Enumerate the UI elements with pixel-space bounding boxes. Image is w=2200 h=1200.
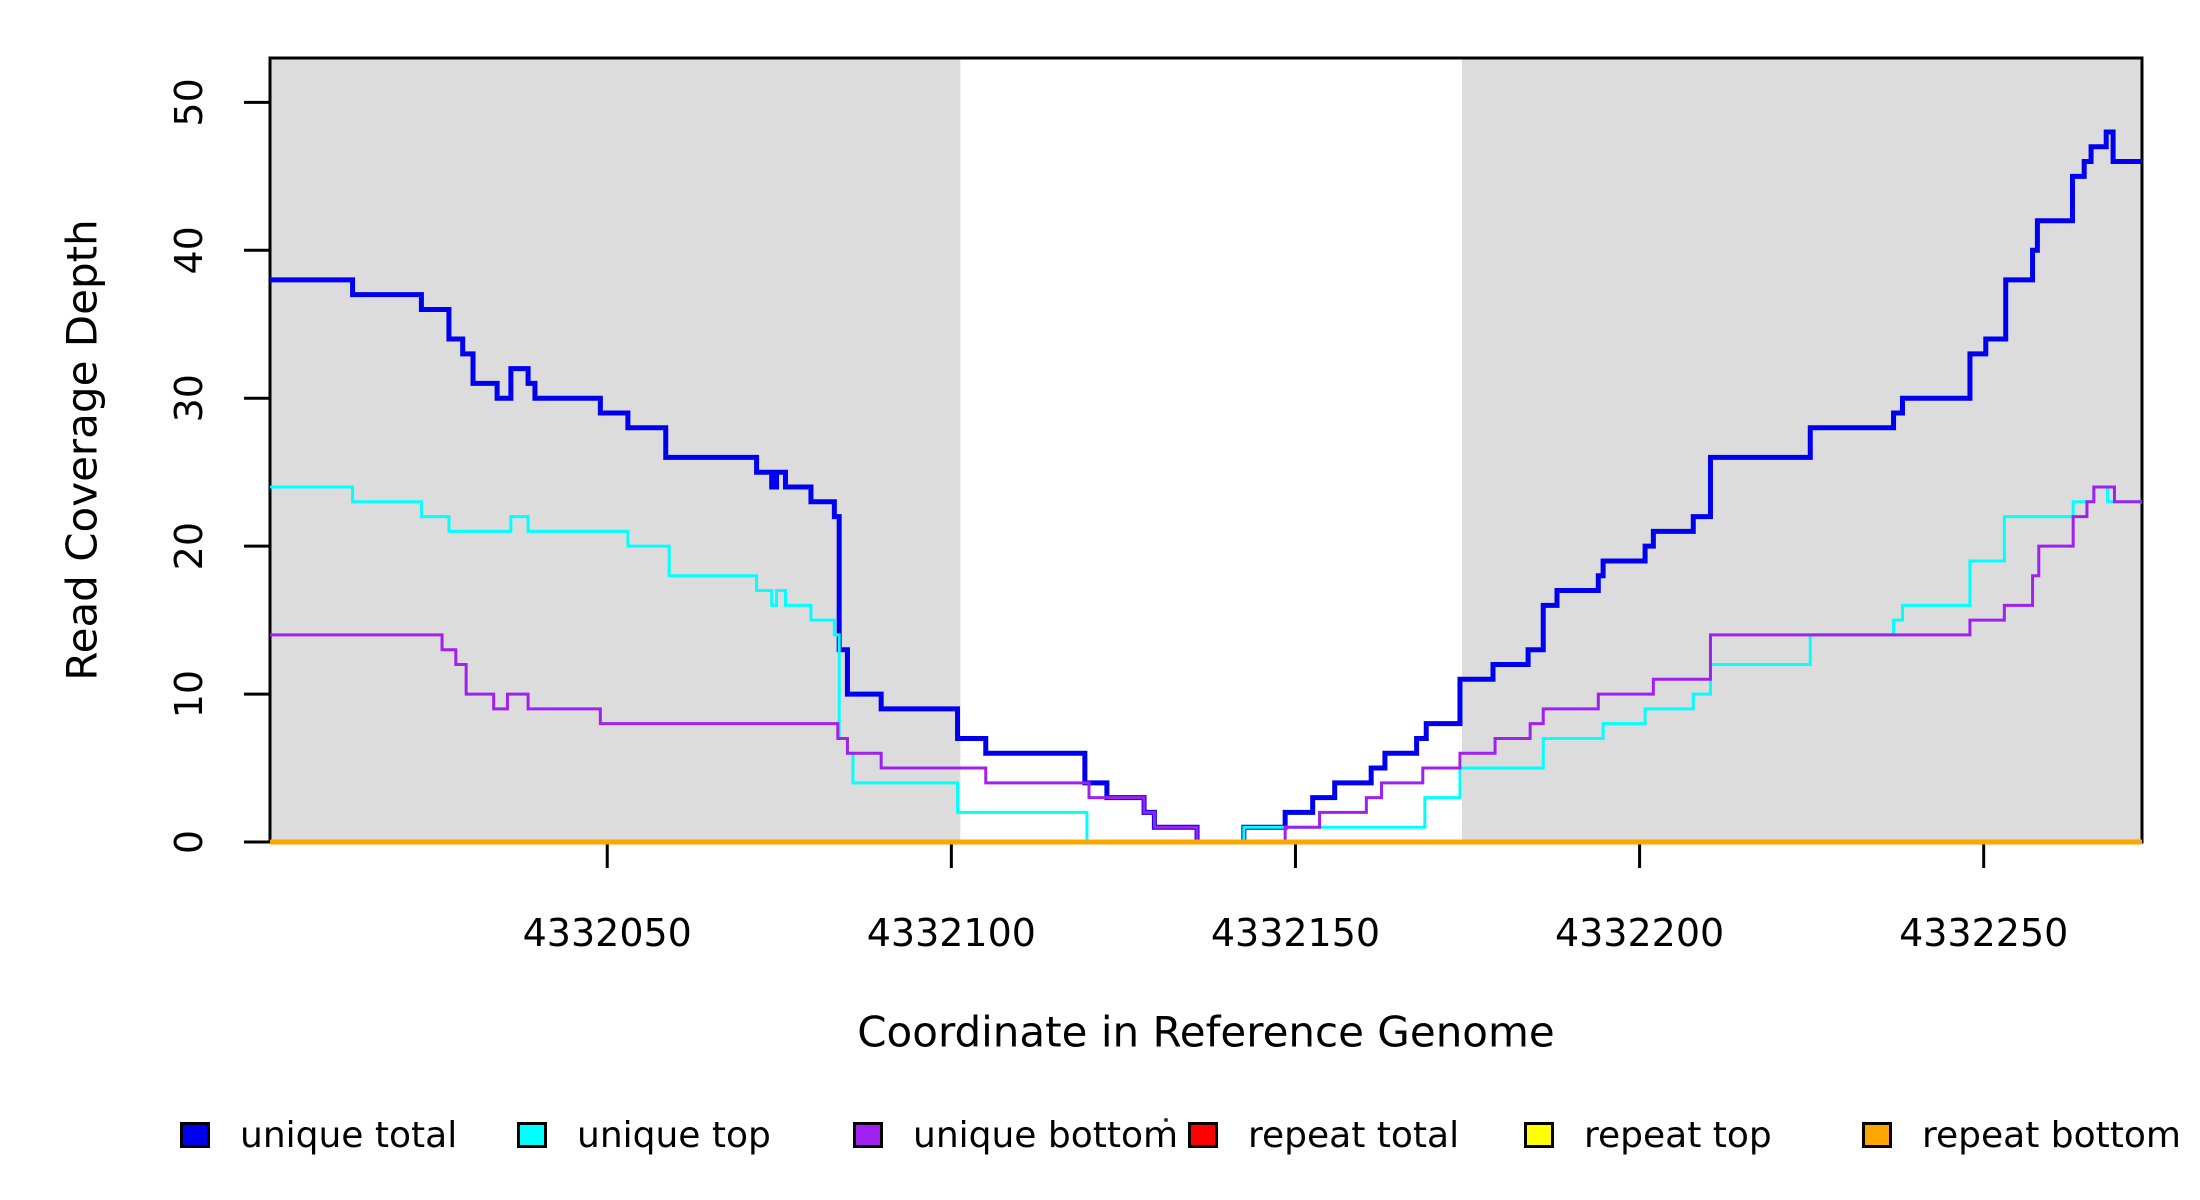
y-tick-label: 10 <box>167 670 211 718</box>
legend-swatch-unique-bottom <box>853 1122 883 1148</box>
legend-swatch-repeat-top <box>1524 1122 1554 1148</box>
legend-item-unique-top: unique top <box>517 1115 771 1156</box>
x-tick-label: 4332150 <box>1211 911 1380 955</box>
legend-item-unique-bottom: unique bottom <box>853 1115 1178 1156</box>
legend-label: repeat bottom <box>1922 1114 2181 1156</box>
series-unique-top-line <box>270 485 2142 844</box>
series-unique-total-line <box>270 129 2142 845</box>
legend-label: repeat top <box>1584 1114 1772 1156</box>
legend-swatch-repeat-total <box>1188 1122 1218 1148</box>
shaded-region-right-flank <box>1462 58 2142 842</box>
legend-label: unique top <box>577 1114 771 1156</box>
legend-label: repeat total <box>1248 1114 1460 1156</box>
legend-item-repeat-total: repeat total <box>1188 1115 1459 1156</box>
legend-item-repeat-bottom: repeat bottom <box>1862 1115 2181 1156</box>
shaded-region-left-flank <box>270 58 961 842</box>
legend-swatch-repeat-bottom <box>1862 1122 1892 1148</box>
legend-item-repeat-top: repeat top <box>1524 1115 1772 1156</box>
y-tick-label: 30 <box>167 374 211 422</box>
y-tick-label: 40 <box>167 226 211 274</box>
x-tick-label: 4332250 <box>1899 911 2068 955</box>
x-tick-label: 4332050 <box>523 911 692 955</box>
stray-dot <box>1164 1118 1168 1122</box>
y-axis-title: Read Coverage Depth <box>57 219 107 681</box>
x-axis-title: Coordinate in Reference Genome <box>857 1007 1555 1057</box>
x-tick-label: 4332100 <box>867 911 1036 955</box>
y-tick-label: 20 <box>167 522 211 570</box>
x-tick-label: 4332200 <box>1555 911 1724 955</box>
legend-label: unique total <box>240 1114 458 1156</box>
legend-item-unique-total: unique total <box>180 1115 457 1156</box>
legend-label: unique bottom <box>913 1114 1179 1156</box>
y-tick-label: 50 <box>167 78 211 126</box>
legend-swatch-unique-top <box>517 1122 547 1148</box>
series-unique-bottom-line <box>270 485 2142 844</box>
legend-swatch-unique-total <box>180 1122 210 1148</box>
y-tick-label: 0 <box>167 830 211 854</box>
